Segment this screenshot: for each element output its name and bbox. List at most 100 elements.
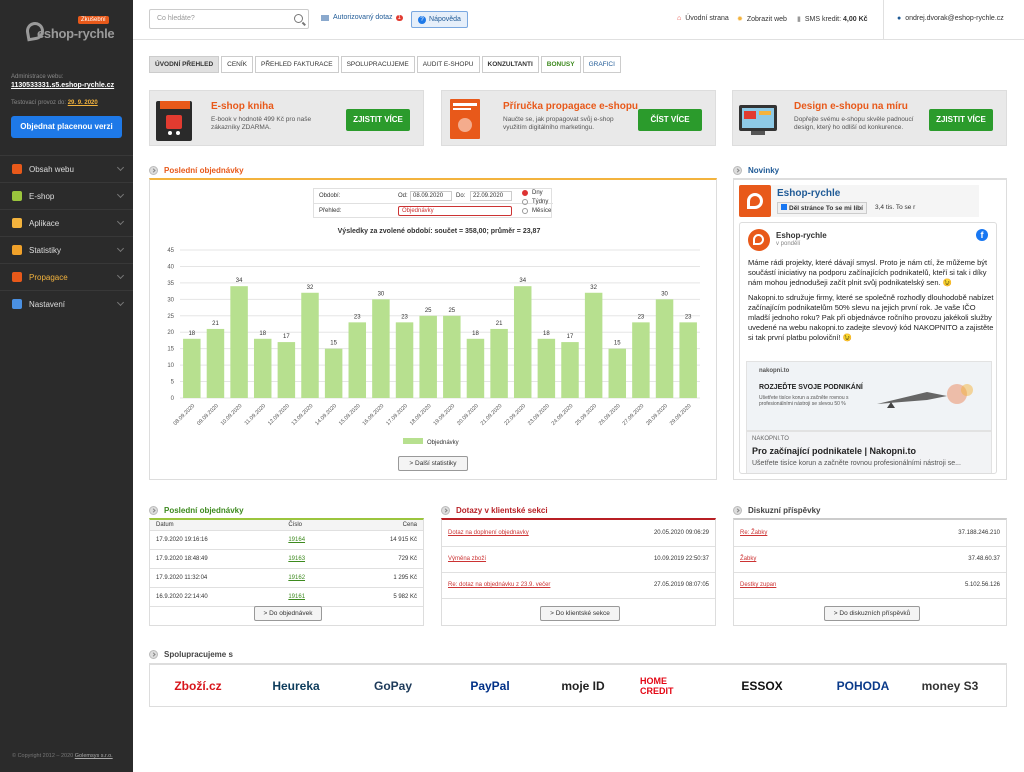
sidebar-item-nastaven-[interactable]: Nastavení — [0, 290, 133, 317]
data-label: 23 — [685, 314, 692, 320]
discussion-link[interactable]: Žabky — [740, 556, 757, 562]
tab--vodn-p-ehled[interactable]: Úvodní přehled — [149, 56, 220, 73]
copyright-company-link[interactable]: Golemsys s.r.o. — [74, 753, 113, 759]
post-image[interactable]: nakopni.to ROZJEĎTE SVOJE PODNIKÁNÍ Ušet… — [746, 361, 992, 431]
period-radio[interactable]: Dny — [522, 189, 551, 197]
order-number-link[interactable]: 19164 — [288, 536, 306, 543]
bar — [466, 338, 485, 398]
tab-grafici[interactable]: Grafici — [582, 56, 621, 73]
post-link-preview[interactable]: NAKOPNI.TO Pro začínající podnikatele | … — [746, 431, 992, 473]
bar — [537, 338, 556, 398]
sidebar-item-label: Obsah webu — [29, 164, 74, 174]
partner-logo[interactable]: moje ID — [561, 679, 605, 693]
tab-bonusy[interactable]: Bonusy — [540, 56, 581, 73]
promo-ebook-desc: E-book v hodnotě 499 Kč pro naše zákazní… — [211, 116, 312, 131]
logo[interactable]: eshop-rychle Zkušební — [22, 14, 122, 46]
sidebar-item-propagace[interactable]: Propagace — [0, 263, 133, 290]
query-link[interactable]: Dotaz na doplnení objednavky — [448, 529, 529, 536]
authorized-query-link[interactable]: Autorizovaný dotaz 1 — [321, 14, 403, 21]
partner-logo[interactable]: money S3 — [921, 679, 979, 693]
period-radio[interactable]: Týdny — [522, 198, 551, 206]
partner-logo[interactable]: PayPal — [470, 679, 510, 693]
order-number-link[interactable]: 19161 — [288, 593, 306, 600]
facebook-icon[interactable]: f — [976, 229, 988, 241]
show-web-label: Zobrazit web — [746, 15, 787, 23]
column-header: Datum — [150, 520, 283, 531]
page-logo[interactable] — [739, 185, 771, 217]
x-tick-label: 13.09.2020 — [291, 403, 315, 427]
sidebar-item-statistiky[interactable]: Statistiky — [0, 236, 133, 263]
search-icon[interactable] — [294, 14, 303, 23]
overview-select[interactable]: Objednávky — [398, 206, 512, 216]
column-header: Cena — [341, 520, 423, 531]
promo-design-button[interactable]: ZJISTIT VÍCE — [929, 109, 993, 131]
user-menu[interactable]: ● ondrej.dvorak@eshop-rychle.cz — [897, 15, 1004, 22]
sidebar-item-obsah-webu[interactable]: Obsah webu — [0, 155, 133, 182]
discussion-link[interactable]: Re: Žabky — [740, 529, 768, 536]
query-date: 27.05.2019 08:07:05 — [614, 572, 715, 599]
tab-audit-e-shopu[interactable]: Audit e-shopu — [416, 56, 480, 73]
orders-chart-panel: Období: Od: 08.09.2020 Do: 22.09.2020 Př… — [149, 178, 717, 480]
to-discussion-button[interactable]: > Do diskuzních příspěvků — [824, 606, 920, 621]
more-stats-button[interactable]: > Další statistiky — [398, 456, 468, 471]
order-number-link[interactable]: 19162 — [288, 574, 306, 581]
from-date-input[interactable]: 08.09.2020 — [410, 191, 452, 201]
queries-panel: Dotaz na doplnení objednavky 20.05.2020 0… — [441, 518, 716, 626]
table-row: Re: dotaz na objednávku z 23.9. večer 27.… — [442, 572, 715, 599]
query-link[interactable]: Re: dotaz na objednávku z 23.9. večer — [448, 582, 551, 588]
order-paid-button[interactable]: Objednat placenou verzi — [11, 116, 122, 138]
queries-heading: Dotazy v klientské sekci — [441, 506, 548, 515]
help-button[interactable]: ? Nápověda — [411, 11, 468, 28]
sidebar-item-aplikace[interactable]: Aplikace — [0, 209, 133, 236]
admin-url-link[interactable]: 1130533331.s5.eshop-rychle.cz — [11, 82, 115, 89]
data-label: 25 — [425, 308, 432, 314]
tab-konzultanti[interactable]: Konzultanti — [481, 56, 539, 73]
period-radios: Dny Týdny Měsíce — [522, 189, 551, 216]
home-label: Úvodní strana — [685, 15, 729, 22]
partner-logo[interactable]: Heureka — [272, 679, 320, 693]
promo-ebook-button[interactable]: ZJISTIT VÍCE — [346, 109, 410, 131]
promo-handbook-button[interactable]: ČÍST VÍCE — [638, 109, 702, 131]
fb-like-button[interactable]: Děl stránce To se mi líbí — [777, 202, 867, 214]
promo-design: Design e-shopu na míru Dopřejte svému e-… — [732, 90, 1007, 146]
bar — [372, 299, 390, 398]
chart-filter: Období: Od: 08.09.2020 Do: 22.09.2020 Př… — [313, 188, 553, 218]
post-avatar[interactable] — [748, 229, 770, 251]
sidebar-item-label: Nastavení — [29, 299, 66, 309]
sidebar-item-e-shop[interactable]: E-shop — [0, 182, 133, 209]
to-orders-button[interactable]: > Do objednávek — [254, 606, 322, 621]
partner-logo[interactable]: ESSOX — [741, 679, 783, 693]
bar — [584, 292, 603, 398]
partner-logo[interactable]: GoPay — [373, 679, 412, 693]
y-tick-label: 25 — [167, 314, 174, 320]
partner-logo[interactable]: Zboží.cz — [174, 679, 222, 693]
radio-icon — [522, 190, 528, 196]
tab-spolupracujeme[interactable]: Spolupracujeme — [340, 56, 415, 73]
discussion-link[interactable]: Destky zupan — [740, 582, 777, 588]
tab-cen-k[interactable]: Ceník — [221, 56, 254, 73]
post-time[interactable]: v pondělí — [776, 241, 801, 247]
home-link[interactable]: ⌂ Úvodní strana — [677, 15, 729, 22]
sun-icon: ✹ — [737, 16, 743, 23]
period-radio[interactable]: Měsíce — [522, 207, 551, 215]
sms-credit[interactable]: ▮ SMS kredit: 4,00 Kč — [797, 15, 868, 24]
order-number-link[interactable]: 19163 — [288, 555, 306, 562]
trial-label: Testovací provoz do: — [11, 100, 67, 106]
partner-logo[interactable]: POHODA — [836, 679, 890, 693]
trial-date[interactable]: 29. 9. 2020 — [67, 100, 98, 106]
post-text: Máme rádi projekty, které dávají smysl. … — [748, 258, 996, 348]
section-bullet-icon — [149, 506, 158, 515]
order-date: 17.9.2020 11:32:04 — [150, 568, 283, 588]
tab-p-ehled-fakturace[interactable]: Přehled fakturace — [255, 56, 339, 73]
x-tick-label: 24.09.2020 — [551, 403, 575, 427]
column-header: Číslo — [282, 520, 342, 531]
search-input[interactable]: Co hledáte? — [149, 9, 309, 29]
page-name[interactable]: Eshop-rychle — [777, 188, 841, 199]
partner-logo[interactable]: HOME CREDIT — [640, 676, 674, 696]
post-author[interactable]: Eshop-rychle — [776, 231, 827, 240]
show-web-link[interactable]: ✹ Zobrazit web — [737, 15, 787, 24]
to-date-input[interactable]: 22.09.2020 — [470, 191, 512, 201]
to-client-section-button[interactable]: > Do klientské sekce — [540, 606, 620, 621]
query-link[interactable]: Výměna zboží — [448, 556, 487, 562]
order-number-cell: 19164 — [282, 530, 342, 550]
